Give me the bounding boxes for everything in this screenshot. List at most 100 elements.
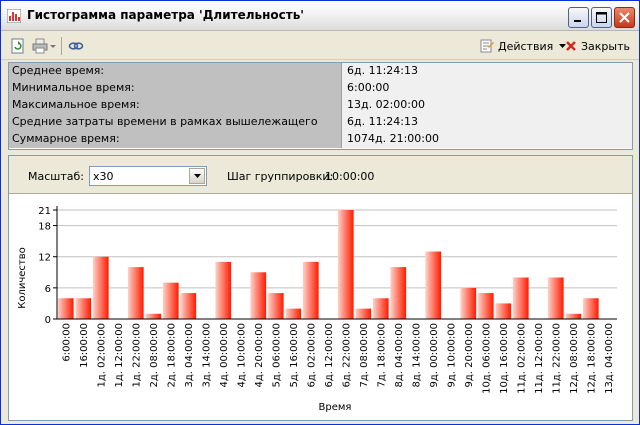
x-tick-label: 7д. 08:00:00 bbox=[359, 323, 370, 388]
close-button[interactable]: Закрыть bbox=[565, 38, 630, 54]
y-tick-label: 6 bbox=[45, 284, 51, 295]
x-tick-label: 11д. 22:00:00 bbox=[551, 323, 562, 394]
close-window-button[interactable] bbox=[614, 7, 635, 28]
x-tick-label: 11д. 02:00:00 bbox=[516, 323, 527, 394]
stat-row: Средние затраты времени в рамках вышележ… bbox=[9, 114, 632, 144]
scale-select[interactable]: x30 bbox=[89, 166, 207, 186]
x-tick-label: 1д. 12:00:00 bbox=[114, 323, 125, 388]
x-tick-label: 4д. 10:00:00 bbox=[236, 323, 247, 388]
stat-row: Суммарное время: 1074д. 21:00:00 bbox=[9, 131, 632, 148]
print-dropdown-icon[interactable] bbox=[49, 38, 57, 54]
histogram-bar[interactable] bbox=[547, 277, 564, 319]
x-tick-label: 1д. 22:00:00 bbox=[131, 323, 142, 388]
stat-value[interactable]: 6д. 11:24:13 bbox=[342, 63, 632, 80]
x-tick-label: 4д. 00:00:00 bbox=[219, 323, 230, 388]
stat-label: Среднее время: bbox=[9, 63, 342, 80]
refresh-icon[interactable] bbox=[10, 38, 26, 54]
stat-value[interactable]: 6:00:00 bbox=[342, 80, 632, 97]
x-tick-label: 2д. 08:00:00 bbox=[149, 323, 160, 388]
x-tick-label: 4д. 20:00:00 bbox=[254, 323, 265, 388]
histogram-panel: Масштаб: x30 Шаг группировки: 10:00:00 0… bbox=[8, 155, 633, 421]
x-tick-label: 8д. 04:00:00 bbox=[394, 323, 405, 388]
title-bar[interactable]: Гистограмма параметра 'Длительность' bbox=[1, 1, 639, 31]
histogram-bar[interactable] bbox=[390, 267, 407, 319]
statistics-grid: Среднее время: 6д. 11:24:13 Минимальное … bbox=[8, 62, 633, 150]
y-axis-label: Количество bbox=[17, 247, 28, 309]
histogram-bar[interactable] bbox=[57, 298, 74, 319]
histogram-bar[interactable] bbox=[267, 293, 284, 319]
x-tick-label: 10д. 16:00:00 bbox=[499, 323, 510, 394]
toolbar-separator bbox=[61, 37, 62, 55]
x-axis-label: Время bbox=[319, 402, 352, 413]
scale-dropdown-button[interactable] bbox=[189, 168, 205, 184]
histogram-icon bbox=[7, 9, 21, 23]
y-tick-label: 0 bbox=[45, 315, 51, 326]
x-tick-label: 5д. 16:00:00 bbox=[289, 323, 300, 388]
close-label: Закрыть bbox=[581, 39, 630, 53]
close-icon bbox=[619, 12, 630, 23]
histogram-bar[interactable] bbox=[127, 267, 144, 319]
scale-value: x30 bbox=[93, 170, 114, 183]
x-tick-label: 11д. 12:00:00 bbox=[534, 323, 545, 394]
x-tick-label: 9д. 20:00:00 bbox=[464, 323, 475, 388]
histogram-chart: 0 6 12 18 21 6:00:00 16:00:00 1д. 02:00:00 1д. … bbox=[17, 206, 617, 413]
y-tick-label: 18 bbox=[38, 222, 51, 233]
histogram-bar[interactable] bbox=[477, 293, 494, 319]
red-x-icon bbox=[566, 41, 576, 51]
y-tick-label: 12 bbox=[38, 253, 51, 264]
histogram-bar[interactable] bbox=[285, 308, 302, 319]
stat-label: Суммарное время: bbox=[9, 131, 342, 148]
stat-value[interactable]: 13д. 02:00:00 bbox=[342, 97, 632, 114]
histogram-bar[interactable] bbox=[250, 272, 267, 319]
maximize-icon bbox=[596, 12, 607, 23]
histogram-controls: Масштаб: x30 Шаг группировки: 10:00:00 bbox=[9, 156, 632, 194]
stat-row: Минимальное время: 6:00:00 bbox=[9, 80, 632, 97]
x-tick-label: 6д. 12:00:00 bbox=[324, 323, 335, 388]
x-tick-label: 12д. 18:00:00 bbox=[586, 323, 597, 394]
histogram-bar[interactable] bbox=[565, 313, 582, 319]
group-step-value: 10:00:00 bbox=[325, 170, 375, 183]
actions-label: Действия bbox=[498, 39, 554, 53]
x-tick-label: 6д. 02:00:00 bbox=[306, 323, 317, 388]
stat-label: Минимальное время: bbox=[9, 80, 342, 97]
histogram-bar[interactable] bbox=[337, 210, 354, 319]
group-step-label: Шаг группировки: bbox=[227, 170, 334, 183]
histogram-bar[interactable] bbox=[302, 261, 319, 319]
x-tick-label: 13д. 04:00:00 bbox=[604, 323, 615, 394]
stat-value[interactable]: 1074д. 21:00:00 bbox=[342, 131, 632, 148]
histogram-bar[interactable] bbox=[162, 282, 179, 319]
stat-label: Средние затраты времени в рамках вышележ… bbox=[9, 114, 342, 144]
scale-label: Масштаб: bbox=[28, 170, 84, 183]
histogram-bar[interactable] bbox=[582, 298, 599, 319]
histogram-bar[interactable] bbox=[355, 308, 372, 319]
chevron-down-icon bbox=[194, 174, 201, 178]
actions-icon bbox=[480, 39, 494, 53]
minimize-button[interactable] bbox=[568, 7, 589, 28]
maximize-button[interactable] bbox=[591, 7, 612, 28]
histogram-bar[interactable] bbox=[75, 298, 92, 319]
stat-row: Среднее время: 6д. 11:24:13 bbox=[9, 63, 632, 80]
histogram-bar[interactable] bbox=[512, 277, 529, 319]
histogram-bar[interactable] bbox=[495, 303, 512, 319]
x-tick-label: 2д. 18:00:00 bbox=[166, 323, 177, 388]
histogram-bar[interactable] bbox=[180, 293, 197, 319]
histogram-bar[interactable] bbox=[425, 251, 442, 319]
actions-button[interactable]: Действия bbox=[479, 38, 567, 54]
x-tick-label: 3д. 14:00:00 bbox=[201, 323, 212, 388]
window-title: Гистограмма параметра 'Длительность' bbox=[27, 8, 304, 22]
toolbar: Действия Закрыть bbox=[1, 32, 639, 60]
x-tick-label: 6д. 22:00:00 bbox=[341, 323, 352, 388]
histogram-bar[interactable] bbox=[215, 261, 232, 319]
link-icon[interactable] bbox=[68, 38, 84, 54]
x-tick-label: 10д. 06:00:00 bbox=[481, 323, 492, 394]
histogram-bar[interactable] bbox=[145, 313, 162, 319]
stat-value[interactable]: 6д. 11:24:13 bbox=[342, 114, 632, 131]
histogram-bar[interactable] bbox=[372, 298, 389, 319]
x-tick-label: 6:00:00 bbox=[61, 323, 72, 362]
histogram-bar[interactable] bbox=[460, 287, 477, 319]
y-tick-label: 21 bbox=[38, 206, 51, 217]
x-tick-label: 9д. 00:00:00 bbox=[429, 323, 440, 388]
print-icon[interactable] bbox=[32, 38, 48, 54]
histogram-bar[interactable] bbox=[92, 256, 109, 319]
x-tick-label: 12д. 08:00:00 bbox=[569, 323, 580, 394]
